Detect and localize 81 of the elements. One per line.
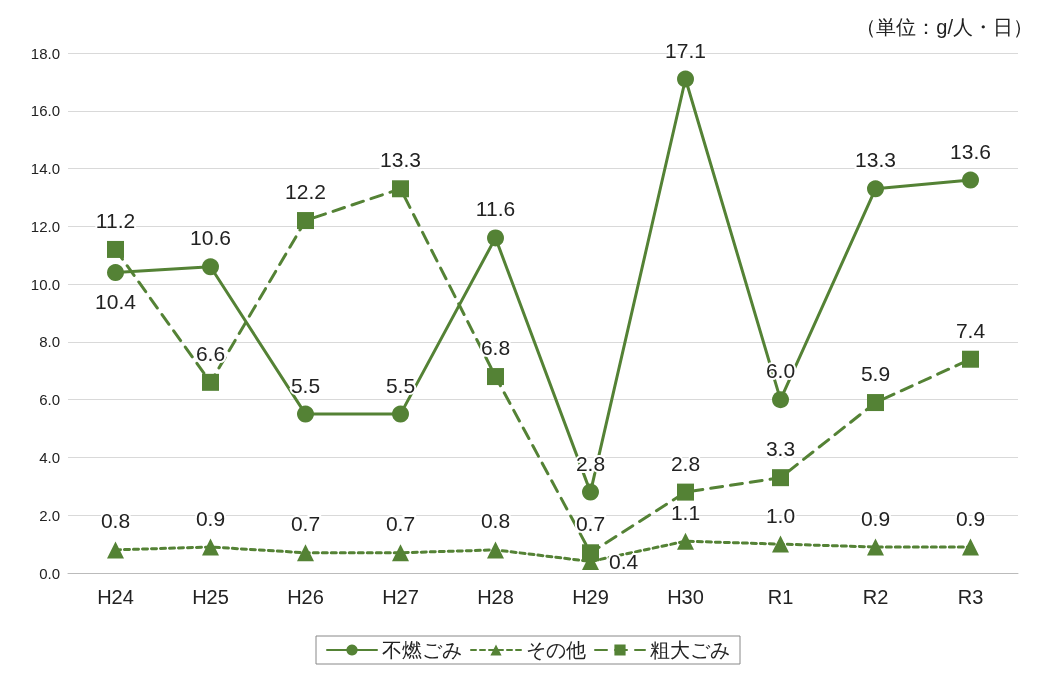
point xyxy=(202,538,219,556)
point xyxy=(962,538,979,556)
point xyxy=(487,541,504,559)
data-label: 13.3 xyxy=(855,148,896,172)
point xyxy=(962,350,979,368)
point xyxy=(867,180,884,198)
point xyxy=(962,171,979,189)
data-label: 0.9 xyxy=(955,506,986,530)
data-label: 0.9 xyxy=(860,506,891,530)
data-label: 7.4 xyxy=(955,318,986,342)
x-tick-label: H29 xyxy=(572,586,609,608)
data-label: 0.7 xyxy=(385,512,416,536)
x-tick-label: R1 xyxy=(767,586,794,608)
data-label: 2.8 xyxy=(670,451,701,475)
point xyxy=(582,544,599,562)
data-label: 11.2 xyxy=(95,208,136,232)
y-tick-label: 14.0 xyxy=(30,160,60,178)
point xyxy=(487,368,504,386)
data-label: 1.0 xyxy=(765,503,796,527)
y-tick-label: 10.0 xyxy=(30,275,60,293)
data-label: 6.8 xyxy=(480,336,511,360)
x-tick-label: H25 xyxy=(192,586,229,608)
data-label: 13.3 xyxy=(380,148,421,172)
point xyxy=(677,70,694,88)
text: （単位：g/人・日） xyxy=(856,16,1034,38)
legend-label: 粗大ごみ xyxy=(650,639,730,661)
data-label: 10.4 xyxy=(95,290,137,314)
point xyxy=(772,391,789,409)
data-label: 3.3 xyxy=(765,437,796,461)
data-label: 10.6 xyxy=(190,226,231,250)
x-tick-label: H30 xyxy=(667,586,704,608)
y-tick-label: 6.0 xyxy=(39,391,60,409)
data-label: 5.9 xyxy=(860,362,891,386)
data-label: 0.7 xyxy=(290,512,321,536)
y-tick-label: 2.0 xyxy=(39,506,60,524)
point xyxy=(202,373,219,391)
legend-label: その他 xyxy=(526,639,586,661)
x-tick-label: H27 xyxy=(382,586,419,608)
data-label: 6.6 xyxy=(195,341,226,365)
legend-label: 不燃ごみ xyxy=(382,639,462,661)
data-label: 0.7 xyxy=(575,512,606,536)
x-tick-label: H26 xyxy=(287,586,324,608)
point xyxy=(297,544,314,562)
point xyxy=(392,405,409,423)
point xyxy=(582,483,599,501)
point xyxy=(867,538,884,556)
data-label: 5.5 xyxy=(385,373,416,397)
point xyxy=(392,180,409,198)
y-tick-label: 4.0 xyxy=(39,448,60,466)
y-tick-label: 12.0 xyxy=(30,217,60,235)
point xyxy=(297,405,314,423)
point xyxy=(392,544,409,562)
point xyxy=(107,240,124,258)
point xyxy=(487,229,504,247)
data-label: 0.4 xyxy=(609,549,639,573)
x-tick-label: R3 xyxy=(957,586,984,608)
point xyxy=(297,212,314,230)
data-label: 12.2 xyxy=(285,180,326,204)
point xyxy=(772,535,789,553)
y-tick-label: 16.0 xyxy=(30,102,60,120)
data-label: 13.6 xyxy=(950,139,991,163)
data-label: 1.1 xyxy=(670,500,701,524)
data-label: 17.1 xyxy=(665,38,706,62)
x-tick-label: R2 xyxy=(862,586,889,608)
point xyxy=(677,483,694,501)
y-tick-label: 0.0 xyxy=(39,564,60,582)
data-label: 0.9 xyxy=(195,506,226,530)
y-tick-label: 8.0 xyxy=(39,333,60,351)
x-tick-label: H28 xyxy=(477,586,514,608)
data-label: 0.8 xyxy=(100,509,131,533)
x-tick-label: H24 xyxy=(97,586,134,608)
data-label: 5.5 xyxy=(290,373,321,397)
point xyxy=(867,394,884,412)
point xyxy=(107,541,124,559)
data-label: 0.8 xyxy=(480,509,511,533)
point xyxy=(677,532,694,550)
point xyxy=(107,264,124,282)
point xyxy=(202,258,219,276)
data-label: 11.6 xyxy=(475,197,516,221)
point xyxy=(772,469,789,487)
y-tick-label: 18.0 xyxy=(30,44,60,62)
